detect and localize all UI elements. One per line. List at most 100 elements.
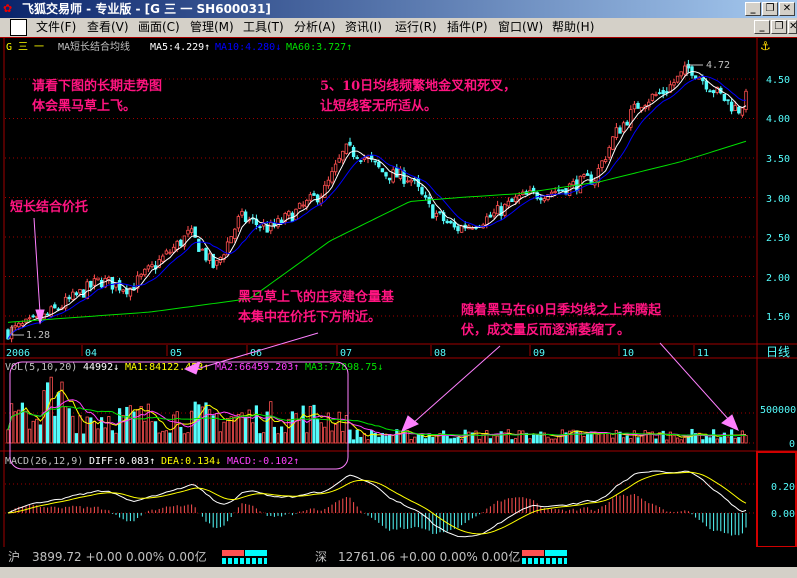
candle-body bbox=[737, 106, 741, 114]
volume-bar bbox=[294, 413, 298, 444]
volume-bar bbox=[477, 438, 482, 444]
stock-chart[interactable]: G 三 一 MA短长结合均线 MA5:4.229↑ MA10:4.280↓ MA… bbox=[0, 37, 797, 548]
candle-body bbox=[470, 227, 475, 230]
volume-bar bbox=[625, 435, 629, 444]
candle-body bbox=[679, 71, 683, 77]
volume-bar bbox=[110, 430, 114, 444]
volume-bar bbox=[251, 422, 255, 444]
volume-bar bbox=[694, 433, 698, 444]
candle-body bbox=[733, 105, 737, 112]
volume-bar bbox=[31, 420, 35, 444]
restore-button[interactable]: ❐ bbox=[762, 2, 778, 16]
candle-body bbox=[539, 197, 543, 201]
volume-bar bbox=[17, 409, 21, 444]
time-tick: 07 bbox=[340, 348, 352, 359]
menu-plugins[interactable]: 插件(P) bbox=[447, 20, 488, 34]
volume-bar bbox=[632, 430, 637, 444]
anchor-icon[interactable]: ⚓ bbox=[760, 39, 771, 53]
volume-bar bbox=[719, 437, 723, 444]
candle-body bbox=[189, 228, 194, 233]
menu-help[interactable]: 帮助(H) bbox=[552, 20, 595, 34]
volume-bar bbox=[405, 430, 410, 444]
candle-body bbox=[319, 195, 323, 204]
candle-body bbox=[229, 236, 233, 244]
candle-body bbox=[78, 289, 82, 294]
volume-bar bbox=[409, 439, 413, 444]
price-tick: 4.50 bbox=[766, 75, 790, 86]
menu-info[interactable]: 资讯(I) bbox=[345, 20, 382, 34]
indicator-name: MA短长结合均线 bbox=[58, 40, 130, 53]
candle-body bbox=[333, 163, 338, 173]
volume-bar bbox=[118, 408, 122, 444]
dea-line bbox=[7, 471, 747, 535]
candle-body bbox=[330, 171, 334, 183]
candle-body bbox=[384, 172, 388, 177]
volume-bar bbox=[100, 417, 104, 444]
child-restore-button[interactable]: ❐ bbox=[771, 20, 787, 34]
volume-bar bbox=[582, 436, 586, 444]
candle-body bbox=[150, 264, 154, 268]
menu-run[interactable]: 运行(R) bbox=[395, 20, 437, 34]
candle-body bbox=[225, 241, 230, 256]
volume-bar bbox=[715, 438, 719, 444]
child-close-button[interactable]: ✕ bbox=[788, 20, 797, 34]
volume-bar bbox=[553, 438, 557, 444]
candle-body bbox=[395, 167, 399, 178]
volume-bar bbox=[600, 432, 604, 444]
child-minimize-button[interactable]: _ bbox=[754, 20, 770, 34]
candle-body bbox=[168, 251, 172, 254]
volume-bar bbox=[701, 439, 705, 444]
volume-bar bbox=[661, 430, 665, 444]
bottom-strip bbox=[0, 567, 797, 578]
candle-body bbox=[535, 192, 539, 199]
volume-bar bbox=[67, 408, 71, 444]
candle-body bbox=[380, 168, 385, 173]
volume-bar bbox=[269, 401, 273, 444]
volume-bar bbox=[434, 435, 439, 444]
volume-bar bbox=[153, 421, 158, 444]
price-tick: 3.50 bbox=[766, 154, 790, 165]
volume-bar bbox=[9, 403, 14, 444]
volume-bar bbox=[470, 432, 475, 444]
volume-bar bbox=[128, 405, 132, 444]
candle-body bbox=[348, 141, 352, 146]
candle-body bbox=[441, 212, 446, 222]
candle-body bbox=[636, 103, 640, 109]
volume-bar bbox=[737, 437, 741, 444]
volume-bar bbox=[71, 415, 75, 444]
menu-analysis[interactable]: 分析(A) bbox=[294, 20, 336, 34]
volume-bar bbox=[510, 439, 514, 444]
period-label[interactable]: 日线 bbox=[766, 345, 790, 359]
volume-bar bbox=[380, 432, 385, 444]
menu-file[interactable]: 文件(F) bbox=[36, 20, 77, 34]
menu-manage[interactable]: 管理(M) bbox=[190, 20, 234, 34]
menu-window[interactable]: 窗口(W) bbox=[498, 20, 544, 34]
volume-bar bbox=[712, 429, 716, 444]
volume-bar bbox=[200, 406, 204, 444]
candle-body bbox=[301, 204, 305, 207]
candle-body bbox=[618, 127, 622, 134]
volume-bar bbox=[387, 434, 392, 444]
close-button[interactable]: ✕ bbox=[779, 2, 795, 16]
volume-bar bbox=[247, 409, 251, 444]
volume-bar bbox=[495, 435, 500, 444]
candle-body bbox=[31, 315, 35, 318]
menu-tools[interactable]: 工具(T) bbox=[243, 20, 284, 34]
candle-body bbox=[420, 187, 424, 195]
volume-bar bbox=[96, 428, 100, 444]
volume-bar bbox=[272, 426, 277, 444]
candle-body bbox=[683, 65, 687, 75]
volume-bar bbox=[290, 411, 295, 444]
candle-body bbox=[542, 198, 547, 202]
sh-breadth-bar bbox=[222, 558, 267, 564]
minimize-button[interactable]: _ bbox=[745, 2, 761, 16]
volume-bar bbox=[704, 435, 709, 444]
volume-bar bbox=[114, 432, 118, 444]
vol-tick: 500000 bbox=[760, 405, 796, 416]
candle-body bbox=[110, 276, 115, 290]
menu-screen[interactable]: 画面(C) bbox=[138, 20, 180, 34]
candle-body bbox=[182, 235, 187, 247]
menu-view[interactable]: 查看(V) bbox=[87, 20, 129, 34]
volume-bar bbox=[305, 432, 309, 444]
candle-body bbox=[726, 99, 730, 102]
